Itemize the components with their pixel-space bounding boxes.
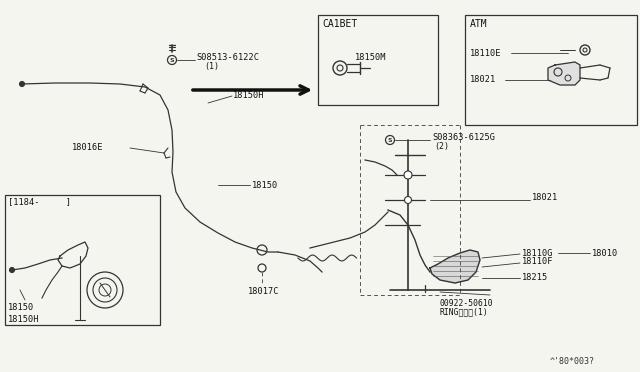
Text: 18016E: 18016E: [72, 144, 104, 153]
Circle shape: [10, 267, 15, 273]
Text: (1): (1): [204, 62, 219, 71]
Text: 18150H: 18150H: [233, 92, 264, 100]
Text: (2): (2): [434, 142, 449, 151]
Text: 18021: 18021: [532, 193, 558, 202]
Text: S08513-6122C: S08513-6122C: [196, 52, 259, 61]
Text: ^'80*003?: ^'80*003?: [550, 357, 595, 366]
Circle shape: [404, 196, 412, 203]
Text: S: S: [388, 138, 392, 142]
Text: 18150M: 18150M: [355, 54, 387, 62]
Circle shape: [19, 81, 24, 87]
Text: 18150: 18150: [8, 304, 35, 312]
Text: [1184-     ]: [1184- ]: [8, 198, 71, 206]
Polygon shape: [548, 62, 580, 85]
Text: 18110E: 18110E: [470, 48, 502, 58]
Bar: [465, 15, 637, 125]
Text: ATM: ATM: [470, 19, 488, 29]
Text: 18021: 18021: [470, 76, 496, 84]
Text: 18017C: 18017C: [248, 286, 280, 295]
Circle shape: [404, 171, 412, 179]
Text: RINGリング(1): RINGリング(1): [440, 308, 489, 317]
Bar: [5, 195, 160, 325]
Polygon shape: [430, 250, 480, 283]
Text: 18010: 18010: [592, 248, 618, 257]
Text: CA1BET: CA1BET: [322, 19, 357, 29]
Text: 18215: 18215: [522, 273, 548, 282]
Text: 18150: 18150: [252, 180, 278, 189]
Text: 00922-50610: 00922-50610: [440, 298, 493, 308]
Text: 18150H: 18150H: [8, 315, 40, 324]
Text: 18110G: 18110G: [522, 248, 554, 257]
Bar: [318, 15, 438, 105]
Text: S: S: [170, 58, 174, 62]
Text: 18110F: 18110F: [522, 257, 554, 266]
Text: S08363-6125G: S08363-6125G: [432, 132, 495, 141]
